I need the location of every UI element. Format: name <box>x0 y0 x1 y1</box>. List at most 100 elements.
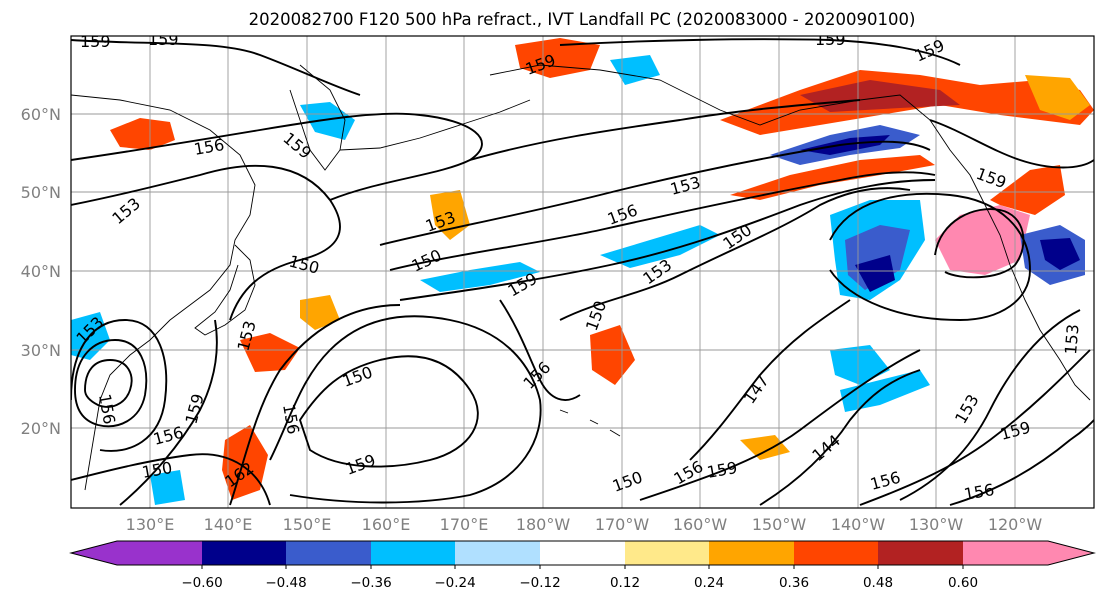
contour-label: 159 <box>80 32 111 51</box>
contour-150-center <box>559 187 911 321</box>
cbar-label: −0.12 <box>519 575 560 591</box>
shade-neg-far-east-core <box>1040 238 1080 270</box>
lon-label-160w: 160°W <box>673 515 728 534</box>
coast-na-west <box>984 204 1091 401</box>
longitude-labels: 130°E 140°E 150°E 160°E 170°E 180°W 170°… <box>126 515 1043 534</box>
contour-156-nw <box>71 112 483 201</box>
coast-kamchatka <box>289 64 346 171</box>
shade-pos-east-2 <box>1025 75 1090 120</box>
colorbar-segment <box>709 541 794 565</box>
lat-label-40n: 40°N <box>21 262 61 281</box>
lon-label-170e: 170°E <box>440 515 489 534</box>
contour-150-sw <box>298 355 479 468</box>
cbar-label: −0.60 <box>181 575 222 591</box>
lon-label-120w: 120°W <box>988 515 1043 534</box>
colorbar-segment <box>794 541 878 565</box>
lat-label-20n: 20°N <box>21 419 61 438</box>
map-frame <box>70 35 1095 509</box>
colorbar-segment <box>202 541 286 565</box>
lat-label-60n: 60°N <box>21 105 61 124</box>
shade-pos-south-1 <box>222 425 268 500</box>
cbar-label: 0.60 <box>948 575 978 591</box>
contour-156-sw <box>269 315 542 504</box>
colorbar-outline <box>69 540 1096 566</box>
shade-pos-pink <box>935 205 1030 275</box>
contour-144 <box>759 369 921 506</box>
lon-label-140w: 140°W <box>831 515 886 534</box>
cbar-label: 0.24 <box>694 575 724 591</box>
contour-156-center <box>499 299 581 401</box>
colorbar-segments <box>71 541 1094 565</box>
contour-159-east <box>949 419 1094 506</box>
lon-label-130e: 130°E <box>126 515 175 534</box>
contour-159-se <box>639 349 921 501</box>
cbar-label: 0.12 <box>610 575 640 591</box>
colorbar-labels: −0.60 −0.48 −0.36 −0.24 −0.12 0.12 0.24 … <box>181 575 978 591</box>
colorbar-segment <box>963 541 1094 565</box>
colorbar: −0.60 −0.48 −0.36 −0.24 −0.12 0.12 0.24 … <box>69 540 1096 591</box>
contour-low-1 <box>84 359 133 408</box>
shade-neg-se-1 <box>830 345 890 385</box>
cbar-label: −0.24 <box>434 575 475 591</box>
map-panel: 159 159 159 159 156 159 153 150 159 150 … <box>70 30 1095 509</box>
contour-153-south <box>71 453 271 506</box>
contours <box>71 38 1094 506</box>
contour-label: 159 <box>148 30 179 49</box>
shade-pos-pink-rim <box>990 165 1065 215</box>
latitude-labels: 60°N 50°N 40°N 30°N 20°N <box>21 105 61 438</box>
lon-label-160e: 160°E <box>362 515 411 534</box>
lon-label-130w: 130°W <box>909 515 964 534</box>
lon-label-170w: 170°W <box>595 515 650 534</box>
colorbar-segment <box>540 541 625 565</box>
colorbar-segment <box>371 541 455 565</box>
map-title: 2020082700 F120 500 hPa refract., IVT La… <box>249 10 916 29</box>
shade-pos-south-2 <box>300 295 340 330</box>
lon-label-180w: 180°W <box>516 515 571 534</box>
coast-aleutians <box>339 99 531 151</box>
contour-153-nw <box>71 164 341 321</box>
colorbar-segment <box>878 541 963 565</box>
cbar-label: 0.36 <box>779 575 809 591</box>
coast-alaska <box>489 64 986 206</box>
cbar-label: 0.48 <box>863 575 893 591</box>
coast-japan <box>194 244 256 336</box>
lat-label-30n: 30°N <box>21 341 61 360</box>
shade-neg-east-dark <box>855 255 895 292</box>
shade-pos-south-3 <box>740 435 790 460</box>
contour-jet-north <box>379 140 931 246</box>
contour-159-north <box>71 39 361 96</box>
shade-pos-cent-2 <box>590 325 635 385</box>
contour-153-se <box>899 309 1081 501</box>
lon-label-150w: 150°W <box>752 515 807 534</box>
coastlines <box>71 64 1091 491</box>
shade-pos-west-1 <box>110 118 175 150</box>
contour-label: 159 <box>815 30 846 49</box>
contour-north-arc <box>469 99 861 161</box>
cbar-label: −0.36 <box>350 575 391 591</box>
lon-label-150e: 150°E <box>283 515 332 534</box>
contour-156-se <box>859 349 1091 506</box>
shade-neg-mid-band-2 <box>420 262 540 292</box>
contour-156-south <box>119 319 218 506</box>
shade-pos-north-core <box>800 80 960 112</box>
colorbar-segment <box>71 541 202 565</box>
shade-neg-mid-band <box>600 225 720 268</box>
colorbar-segment <box>455 541 540 565</box>
coast-hawaii <box>559 409 621 437</box>
shade-neg-se-2 <box>840 370 930 412</box>
colorbar-ticks <box>201 565 964 569</box>
colorbar-segment <box>625 541 709 565</box>
lat-label-50n: 50°N <box>21 183 61 202</box>
contour-low-2 <box>74 339 148 428</box>
contour-low-3 <box>71 319 168 452</box>
contour-east-big <box>829 192 1031 321</box>
shade-neg-south-4 <box>150 470 185 505</box>
contour-159-ne <box>929 119 1094 169</box>
contour-label: 153 <box>1061 323 1083 355</box>
cbar-label: −0.48 <box>265 575 306 591</box>
colorbar-segment <box>286 541 371 565</box>
shade-pos-band-east <box>730 155 935 200</box>
lon-label-140e: 140°E <box>204 515 253 534</box>
coast-asia-east <box>71 94 256 491</box>
contour-159-sw <box>229 304 401 506</box>
